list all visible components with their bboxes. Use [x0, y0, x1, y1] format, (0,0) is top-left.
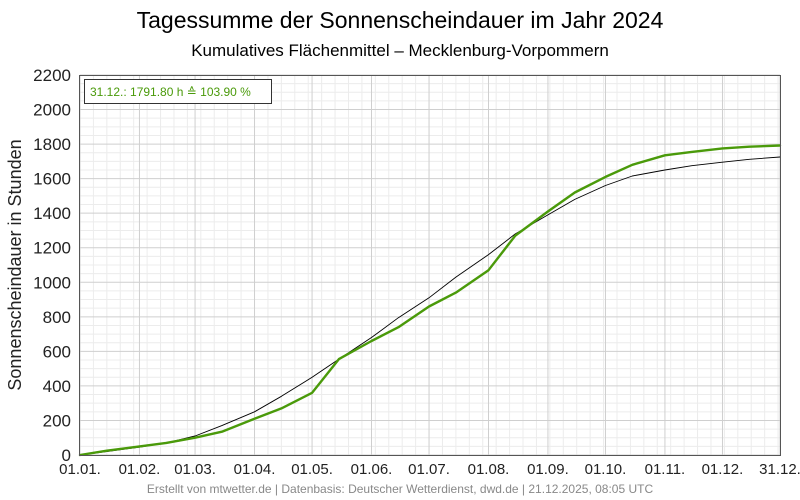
plot-frame: [79, 75, 781, 456]
x-tick-label: 31.12.: [759, 461, 800, 478]
x-axis-ticks: 01.01. 01.02. 01.03. 01.04. 01.05. 01.06. 01.0…: [59, 461, 800, 478]
x-tick-label: 01.09.: [527, 461, 569, 478]
y-tick-label: 1000: [33, 273, 71, 292]
y-tick-label: 200: [43, 411, 71, 430]
x-tick-label: 01.08.: [468, 461, 510, 478]
x-tick-label: 01.04.: [234, 461, 276, 478]
x-tick-label: 01.11.: [645, 461, 686, 478]
y-tick-label: 1200: [33, 239, 71, 258]
series-mean-line: [79, 156, 781, 456]
y-tick-label: 0: [62, 446, 71, 465]
y-tick-label: 2000: [33, 101, 71, 120]
annotation-box: 31.12.: 1791.80 h ≙ 103.90 %: [84, 79, 272, 104]
series-2024-line: [78, 144, 782, 457]
x-tick-label: 01.01.: [59, 461, 101, 478]
y-tick-label: 400: [43, 377, 71, 396]
footer-text: Erstellt von mtwetter.de | Datenbasis: D…: [147, 482, 654, 496]
x-tick-label: 01.10.: [585, 461, 627, 478]
x-tick-label: 01.05.: [291, 461, 333, 478]
y-tick-label: 600: [43, 342, 71, 361]
y-tick-label: 1800: [33, 135, 71, 154]
y-tick-label: 1600: [33, 170, 71, 189]
y-tick-label: 2200: [33, 66, 71, 85]
x-tick-label: 01.12.: [702, 461, 744, 478]
y-tick-label: 1400: [33, 204, 71, 223]
x-tick-label: 01.03.: [174, 461, 216, 478]
x-tick-label: 01.07.: [408, 461, 450, 478]
y-axis-ticks: 0 200 400 600 800 1000 1200 1400 1600 1800 2000 220…: [33, 66, 71, 465]
chart-subtitle: Kumulatives Flächenmittel – Mecklenburg-…: [191, 41, 609, 60]
annotation-text: 31.12.: 1791.80 h ≙ 103.90 %: [90, 85, 251, 99]
y-tick-label: 800: [43, 308, 71, 327]
y-axis-label: Sonnenscheindauer in Stunden: [5, 139, 25, 390]
x-tick-label: 01.06.: [351, 461, 393, 478]
chart-title: Tagessumme der Sonnenscheindauer im Jahr…: [137, 7, 664, 33]
curves: [78, 144, 782, 457]
grid: [79, 74, 781, 456]
x-tick-label: 01.02.: [119, 461, 161, 478]
